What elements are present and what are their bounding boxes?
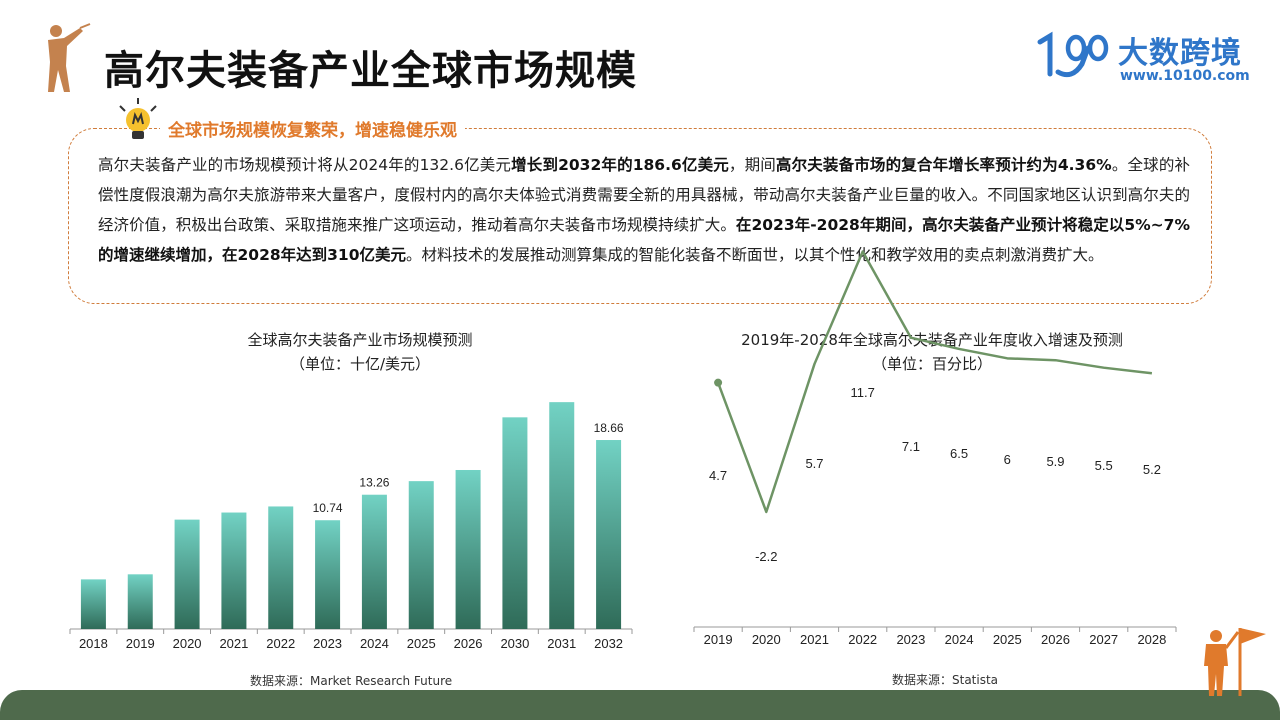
lightbulb-icon [119, 98, 157, 139]
line-chart-x-label: 2026 [1041, 632, 1070, 647]
line-data-label: 5.2 [1143, 462, 1161, 477]
flag-golfer-icon [1204, 628, 1266, 696]
summary-seg-4: 。全球的补偿性度假浪潮为高尔夫旅游带来大量客户，度假村内的高尔夫体验式消费需要全… [98, 156, 1190, 234]
bar-2018[interactable] [80, 579, 106, 629]
line-chart: 2019 2020 2021 2022 2023 2024 2025 2026 2027 2028… [693, 250, 1177, 647]
bar-2024[interactable] [361, 494, 387, 629]
line-data-label: 7.1 [902, 439, 920, 454]
bar-2032[interactable] [596, 440, 622, 629]
line-chart-x-label: 2023 [896, 632, 925, 647]
line-chart-title-block: 2019年-2028年全球高尔夫装备产业年度收入增速及预测 （单位：百分比） [708, 328, 1156, 376]
line-chart-x-label: 2022 [848, 632, 877, 647]
bar-2020[interactable] [174, 519, 200, 629]
line-data-label: 5.9 [1046, 454, 1064, 469]
bar-chart-x-label: 2020 [173, 636, 202, 651]
bar-chart-x-label: 2025 [407, 636, 436, 651]
bar-chart-x-label: 2022 [266, 636, 295, 651]
line-data-label: 4.7 [709, 468, 727, 483]
bar-data-label: 18.66 [594, 421, 624, 435]
bar-chart-title-block: 全球高尔夫装备产业市场规模预测 （单位：十亿/美元） [180, 328, 540, 376]
bar-chart-x-label: 2023 [313, 636, 342, 651]
brand-logo[interactable]: 大数跨境 www.10100.com [1036, 28, 1256, 88]
line-data-label: -2.2 [755, 549, 777, 564]
line-chart-x-label: 2021 [800, 632, 829, 647]
growth-rate-line[interactable] [716, 250, 1153, 514]
page-title: 高尔夫装备产业全球市场规模 [104, 48, 637, 94]
bar-chart-x-label: 2021 [219, 636, 248, 651]
line-data-label: 5.5 [1095, 458, 1113, 473]
bar-chart-x-label: 2019 [126, 636, 155, 651]
bar-chart-x-label: 2024 [360, 636, 389, 651]
line-start-point[interactable] [714, 378, 723, 387]
summary-seg-0: 高尔夫装备产业的市场规模预计将从2024年的132.6亿美元 [98, 156, 512, 174]
bar-chart: 2018 2019 2020 2021 2022 2023 10.74 2024 13.26 20… [69, 402, 633, 651]
bar-chart-x-label: 2026 [454, 636, 483, 651]
line-data-label: 11.7 [851, 385, 875, 400]
line-data-label: 6 [1004, 452, 1011, 467]
summary-paragraph: 高尔夫装备产业的市场规模预计将从2024年的132.6亿美元增长到2032年的1… [98, 150, 1190, 270]
line-chart-x-label: 2019 [704, 632, 733, 647]
bar-chart-source: 数据来源：Market Research Future [250, 674, 453, 688]
logo-url[interactable]: www.10100.com [1120, 68, 1250, 84]
summary-seg-1: 增长到2032年的186.6亿美元 [511, 156, 729, 174]
bar-2022[interactable] [268, 506, 294, 629]
summary-seg-2: ，期间 [728, 156, 776, 174]
bar-2030[interactable] [502, 417, 528, 629]
bar-chart-x-label: 2018 [79, 636, 108, 651]
bar-chart-x-label: 2032 [594, 636, 623, 651]
bar-chart-x-label: 2030 [500, 636, 529, 651]
line-chart-subtitle: （单位：百分比） [871, 355, 992, 373]
line-chart-source: 数据来源：Statista [892, 673, 999, 687]
summary-heading: 全球市场规模恢复繁荣，增速稳健乐观 [160, 116, 465, 141]
line-data-label: 6.5 [950, 446, 968, 461]
summary-seg-5: 在2023年-2028年期间，高尔夫装备产业预计将稳定以5%~7%的增速继续增加… [98, 216, 1190, 264]
line-data-label: 5.7 [805, 456, 823, 471]
line-chart-title: 2019年-2028年全球高尔夫装备产业年度收入增速及预测 [741, 331, 1123, 349]
bar-2026[interactable] [455, 469, 481, 629]
bar-2021[interactable] [221, 512, 247, 629]
line-chart-x-label: 2025 [993, 632, 1022, 647]
summary-seg-6: 。材料技术的发展推动测算集成的智能化装备不断面世，以其个性化和教学效用的卖点刺激… [406, 246, 1104, 264]
summary-box [68, 128, 1212, 304]
line-chart-x-label: 2027 [1089, 632, 1118, 647]
bar-2031[interactable] [549, 402, 575, 629]
bar-chart-title: 全球高尔夫装备产业市场规模预测 [247, 331, 473, 349]
bar-chart-x-label: 2031 [547, 636, 576, 651]
line-chart-x-label: 2028 [1137, 632, 1166, 647]
line-chart-x-label: 2020 [752, 632, 781, 647]
summary-seg-3: 高尔夫装备市场的复合年增长率预计约为4.36% [775, 156, 1112, 174]
bar-chart-subtitle: （单位：十亿/美元） [289, 355, 431, 373]
line-chart-x-label: 2024 [945, 632, 974, 647]
logo-mark-icon [1037, 31, 1109, 78]
logo-name: 大数跨境 [1118, 36, 1242, 71]
golfer-icon [48, 23, 91, 92]
bar-2023[interactable] [315, 520, 341, 629]
footer-band [0, 690, 1280, 720]
bar-data-label: 13.26 [359, 476, 389, 490]
bar-2019[interactable] [127, 574, 153, 629]
bar-2025[interactable] [408, 481, 434, 629]
bar-data-label: 10.74 [313, 501, 343, 515]
